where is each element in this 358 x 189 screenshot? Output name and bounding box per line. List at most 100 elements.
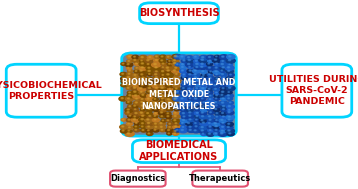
Circle shape bbox=[200, 87, 208, 91]
Circle shape bbox=[127, 91, 133, 94]
Circle shape bbox=[160, 126, 162, 127]
Circle shape bbox=[159, 108, 167, 112]
Circle shape bbox=[154, 119, 156, 120]
Circle shape bbox=[194, 118, 200, 122]
Circle shape bbox=[160, 55, 166, 59]
Circle shape bbox=[199, 119, 207, 123]
Circle shape bbox=[167, 77, 172, 80]
Circle shape bbox=[168, 91, 170, 92]
Circle shape bbox=[219, 84, 226, 87]
Circle shape bbox=[219, 118, 227, 122]
Circle shape bbox=[173, 112, 179, 115]
Circle shape bbox=[126, 122, 132, 125]
Circle shape bbox=[133, 84, 139, 87]
Circle shape bbox=[153, 98, 158, 101]
Circle shape bbox=[222, 126, 223, 127]
Circle shape bbox=[146, 132, 153, 136]
Circle shape bbox=[168, 133, 169, 134]
Circle shape bbox=[160, 115, 165, 118]
Circle shape bbox=[165, 98, 174, 102]
Circle shape bbox=[183, 84, 184, 85]
Circle shape bbox=[146, 80, 154, 84]
Circle shape bbox=[171, 69, 180, 73]
Circle shape bbox=[146, 97, 153, 101]
Text: Therapeutics: Therapeutics bbox=[189, 174, 251, 183]
Circle shape bbox=[151, 101, 160, 106]
Circle shape bbox=[194, 108, 200, 111]
Circle shape bbox=[136, 98, 137, 99]
Circle shape bbox=[140, 76, 148, 80]
Circle shape bbox=[161, 62, 167, 66]
Circle shape bbox=[208, 129, 214, 132]
Circle shape bbox=[160, 123, 162, 124]
Circle shape bbox=[193, 69, 200, 73]
Circle shape bbox=[199, 65, 207, 70]
Circle shape bbox=[189, 126, 191, 127]
Circle shape bbox=[174, 105, 176, 106]
Circle shape bbox=[214, 97, 220, 100]
Circle shape bbox=[141, 80, 143, 81]
Circle shape bbox=[132, 55, 139, 59]
Circle shape bbox=[161, 87, 163, 88]
Circle shape bbox=[169, 123, 170, 124]
Circle shape bbox=[192, 101, 200, 105]
Circle shape bbox=[209, 119, 211, 120]
Circle shape bbox=[208, 98, 214, 101]
Circle shape bbox=[162, 63, 164, 64]
Circle shape bbox=[202, 109, 204, 110]
Circle shape bbox=[202, 77, 204, 78]
Circle shape bbox=[125, 111, 134, 115]
Circle shape bbox=[201, 120, 203, 121]
Circle shape bbox=[129, 92, 130, 93]
Circle shape bbox=[222, 56, 224, 57]
Circle shape bbox=[227, 84, 232, 87]
Circle shape bbox=[183, 60, 185, 61]
Circle shape bbox=[189, 91, 191, 93]
Circle shape bbox=[161, 74, 166, 77]
Circle shape bbox=[194, 130, 196, 131]
Circle shape bbox=[201, 105, 207, 108]
Circle shape bbox=[162, 77, 163, 78]
Circle shape bbox=[159, 59, 166, 63]
Circle shape bbox=[121, 83, 127, 87]
Circle shape bbox=[139, 73, 146, 77]
Circle shape bbox=[153, 128, 159, 132]
Circle shape bbox=[222, 91, 224, 92]
Circle shape bbox=[122, 78, 124, 79]
Circle shape bbox=[127, 64, 129, 65]
Circle shape bbox=[207, 73, 213, 76]
Circle shape bbox=[135, 112, 137, 114]
Circle shape bbox=[147, 94, 154, 98]
Circle shape bbox=[202, 112, 203, 113]
Circle shape bbox=[180, 63, 187, 67]
Circle shape bbox=[128, 130, 130, 131]
Circle shape bbox=[213, 125, 221, 129]
Circle shape bbox=[134, 62, 140, 65]
Circle shape bbox=[180, 93, 188, 97]
Circle shape bbox=[188, 122, 189, 123]
Circle shape bbox=[134, 129, 140, 132]
Circle shape bbox=[201, 127, 203, 128]
Circle shape bbox=[174, 84, 176, 85]
Circle shape bbox=[200, 108, 208, 112]
Circle shape bbox=[227, 118, 233, 122]
Circle shape bbox=[216, 92, 217, 93]
Circle shape bbox=[154, 112, 159, 115]
Circle shape bbox=[168, 88, 173, 91]
Circle shape bbox=[142, 94, 144, 95]
Circle shape bbox=[193, 55, 199, 59]
Circle shape bbox=[203, 74, 204, 75]
Circle shape bbox=[202, 95, 204, 96]
Circle shape bbox=[120, 125, 128, 129]
Circle shape bbox=[167, 74, 169, 75]
Circle shape bbox=[146, 129, 153, 132]
Circle shape bbox=[169, 63, 170, 64]
Circle shape bbox=[153, 107, 160, 111]
Circle shape bbox=[174, 87, 180, 91]
Circle shape bbox=[166, 100, 174, 104]
Circle shape bbox=[145, 112, 152, 115]
Circle shape bbox=[214, 91, 220, 94]
Circle shape bbox=[228, 116, 230, 117]
Circle shape bbox=[220, 73, 227, 77]
Circle shape bbox=[155, 74, 157, 75]
